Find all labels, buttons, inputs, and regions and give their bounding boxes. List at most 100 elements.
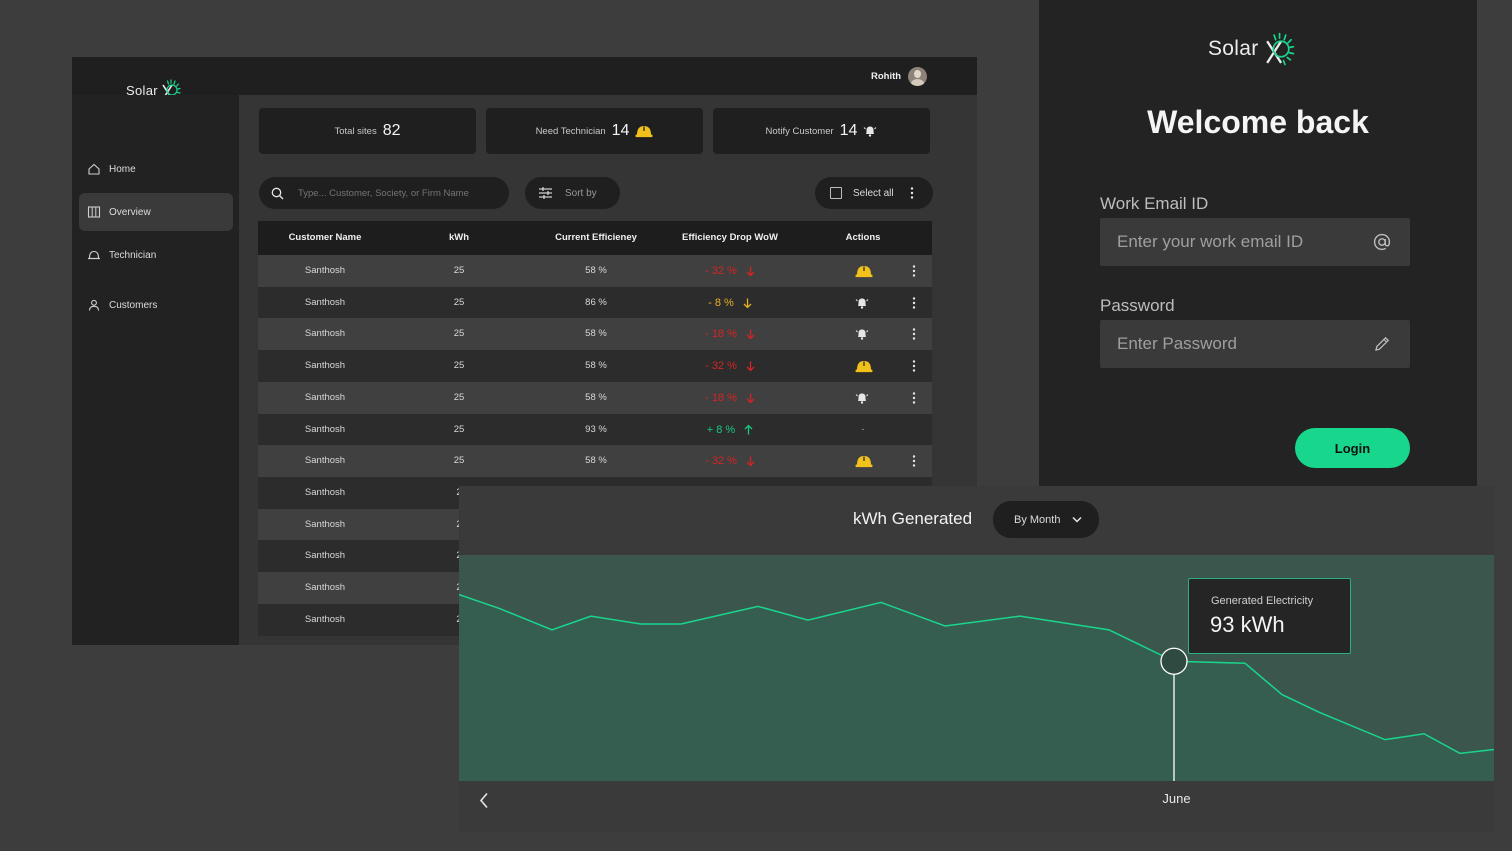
drop-value: - 18 % (705, 328, 737, 341)
table-row[interactable]: Santhosh 25 86 % - 8 % (258, 286, 932, 319)
select-all-control[interactable]: Select all (815, 177, 933, 209)
drop-value: - 8 % (708, 296, 734, 309)
bell-icon[interactable] (855, 391, 869, 405)
cell-kwh: 25 (453, 391, 465, 403)
column-header[interactable]: Efficiency Drop WoW (682, 232, 778, 243)
tooltip-value: 93 kWh (1210, 612, 1285, 637)
column-header[interactable]: Customer Name (288, 232, 362, 243)
cell-customer-name: Santhosh (304, 582, 346, 593)
drop-value: - 18 % (705, 391, 737, 404)
cell-customer-name: Santhosh (304, 486, 346, 498)
cell-actions (794, 318, 932, 350)
hard-hat-icon[interactable] (855, 454, 873, 468)
cell-customer-name: Santhosh (304, 296, 346, 308)
more-vertical-icon[interactable] (912, 264, 916, 278)
table-row[interactable]: Santhosh 25 58 % - 18 % (258, 318, 932, 351)
email-field[interactable]: Enter your work email ID (1100, 218, 1410, 266)
hard-hat-icon (635, 124, 653, 138)
password-placeholder: Enter Password (1117, 334, 1237, 353)
email-placeholder: Enter your work email ID (1117, 232, 1304, 251)
sidebar: Home Overview Technician Customers (72, 95, 239, 645)
bell-icon[interactable] (855, 327, 869, 341)
cell-actions (794, 255, 932, 287)
table-row[interactable]: Santhosh 25 58 % - 32 % (258, 350, 932, 383)
stat-label: Total sites (334, 125, 377, 137)
stat-label: Need Technician (535, 125, 606, 137)
cell-actions (794, 350, 932, 382)
table-row[interactable]: Santhosh 25 58 % - 32 % (258, 255, 932, 287)
cell-efficiency: 58 % (585, 360, 607, 372)
search-input[interactable] (296, 186, 500, 200)
stat-need-technician[interactable]: Need Technician 14 (486, 108, 703, 154)
user-menu[interactable]: Rohith (871, 67, 928, 86)
arrow-down-icon (746, 329, 755, 340)
chart-tooltip: Generated Electricity 93 kWh (1188, 578, 1351, 654)
cell-customer-name: Santhosh (304, 328, 346, 340)
table-row[interactable]: Santhosh 25 93 % + 8 % - (258, 413, 932, 446)
sidebar-item-technician[interactable]: Technician (79, 236, 233, 274)
sidebar-item-overview[interactable]: Overview (79, 193, 233, 231)
drop-value: - 32 % (705, 455, 737, 468)
cell-efficiency: 58 % (585, 265, 607, 276)
cell-efficiency-drop: - 32 % (666, 255, 794, 287)
more-vertical-icon[interactable] (912, 296, 916, 310)
bell-icon[interactable] (855, 296, 869, 310)
columns-icon (87, 205, 101, 219)
hard-hat-icon (87, 248, 101, 262)
more-vertical-icon[interactable] (912, 391, 916, 405)
stat-notify-customer[interactable]: Notify Customer 14 (713, 108, 930, 154)
more-vertical-icon[interactable] (912, 454, 916, 468)
cell-actions (794, 445, 932, 477)
more-vertical-icon[interactable] (912, 327, 916, 341)
cell-customer-name: Santhosh (304, 360, 346, 372)
hard-hat-icon[interactable] (855, 359, 873, 373)
select-all-checkbox[interactable] (830, 187, 842, 199)
arrow-down-icon (746, 361, 755, 372)
cell-efficiency-drop: + 8 % (666, 414, 794, 446)
cell-efficiency: 86 % (585, 296, 607, 308)
logo-text: Solar (1208, 37, 1259, 60)
solar-x-logo-icon (1261, 27, 1295, 71)
column-header[interactable]: Actions (845, 232, 881, 243)
cell-kwh: 2 (392, 509, 526, 541)
arrow-down-icon (743, 298, 752, 309)
login-button[interactable]: Login (1295, 428, 1410, 468)
chevron-down-icon (1072, 516, 1082, 523)
user-name: Rohith (871, 71, 902, 82)
cell-efficiency-drop: - 18 % (666, 318, 794, 350)
sidebar-item-label: Customers (109, 299, 158, 311)
avatar[interactable] (908, 67, 928, 86)
sort-label: Sort by (565, 187, 597, 199)
period-dropdown[interactable]: By Month (993, 501, 1099, 538)
user-icon (87, 298, 101, 312)
hard-hat-icon[interactable] (855, 264, 873, 278)
password-field[interactable]: Enter Password (1100, 320, 1410, 368)
drop-value: + 8 % (706, 423, 736, 436)
at-sign-icon (1373, 233, 1391, 251)
table-row[interactable]: Santhosh 25 58 % - 32 % (258, 445, 932, 478)
cell-efficiency-drop: - 18 % (666, 382, 794, 414)
column-header[interactable]: kWh (448, 232, 470, 243)
more-vertical-icon[interactable] (912, 359, 916, 373)
column-header[interactable]: Current Efficieney (555, 232, 637, 243)
stat-total-sites[interactable]: Total sites 82 (259, 108, 476, 154)
cell-customer-name: Santhosh (304, 518, 346, 530)
table-row[interactable]: Santhosh 25 58 % - 18 % (258, 381, 932, 414)
chart-area-fill (459, 594, 1494, 781)
cell-customer-name: Santhosh (304, 613, 346, 625)
chevron-left-icon[interactable] (479, 792, 489, 809)
cell-customer-name: Santhosh (304, 455, 346, 467)
bell-icon (863, 124, 877, 138)
cell-kwh: 25 (453, 328, 465, 340)
logo-text: Solar (126, 82, 158, 98)
stat-value: 14 (839, 122, 858, 139)
search-bar[interactable] (259, 177, 509, 209)
sidebar-item-home[interactable]: Home (79, 150, 233, 188)
more-vertical-icon[interactable] (910, 187, 914, 199)
sort-button[interactable]: Sort by (525, 177, 620, 209)
cell-efficiency-drop: - 32 % (666, 445, 794, 477)
stat-value: 14 (611, 122, 630, 139)
arrow-down-icon (746, 393, 755, 404)
cell-kwh: 25 (453, 360, 465, 372)
sidebar-item-customers[interactable]: Customers (79, 286, 233, 324)
